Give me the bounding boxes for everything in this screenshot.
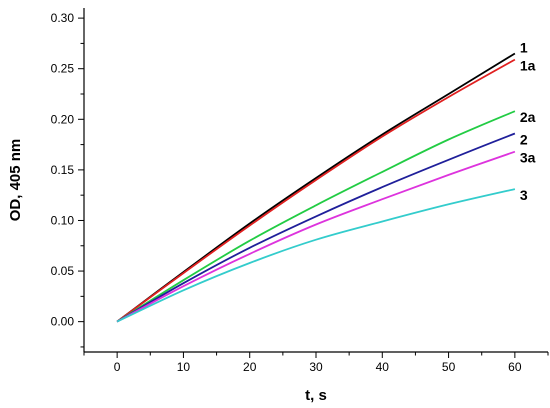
series-line-1a [116, 58, 516, 323]
y-axis-title: OD, 405 nm [7, 139, 24, 222]
y-tick-label: 0.10 [51, 213, 75, 227]
series-line-2a [116, 110, 516, 323]
series-lines [116, 52, 516, 323]
series-label-3a: 3a [520, 150, 536, 166]
series-line-3 [116, 188, 516, 323]
x-tick-label: 50 [442, 360, 456, 374]
y-tick-label: 0.25 [51, 62, 75, 76]
series-line-3a [116, 150, 516, 323]
x-tick-label: 0 [114, 360, 121, 374]
x-tick-label: 40 [376, 360, 390, 374]
series-label-3: 3 [520, 187, 528, 203]
x-tick-label: 20 [243, 360, 257, 374]
axes: 0 10 20 30 40 50 60 0.00 0.05 0.10 0.15 0.20 0.25 0.3… [51, 8, 549, 374]
y-tick-label: 0.00 [51, 315, 75, 329]
x-axis-title: t, s [305, 387, 327, 404]
y-tick-label: 0.05 [51, 264, 75, 278]
series-label-2: 2 [520, 131, 528, 147]
series-labels: 1 1a 2a 2 3a 3 [520, 40, 536, 204]
y-tick-label: 0.20 [51, 112, 75, 126]
y-tick-label: 0.15 [51, 163, 75, 177]
x-tick-label: 30 [309, 360, 323, 374]
series-label-1a: 1a [520, 58, 536, 74]
x-tick-label: 10 [177, 360, 191, 374]
series-label-1: 1 [520, 40, 528, 56]
series-line-2 [116, 132, 516, 323]
series-label-2a: 2a [520, 109, 536, 125]
x-tick-label: 60 [508, 360, 522, 374]
y-tick-label: 0.30 [51, 11, 75, 25]
